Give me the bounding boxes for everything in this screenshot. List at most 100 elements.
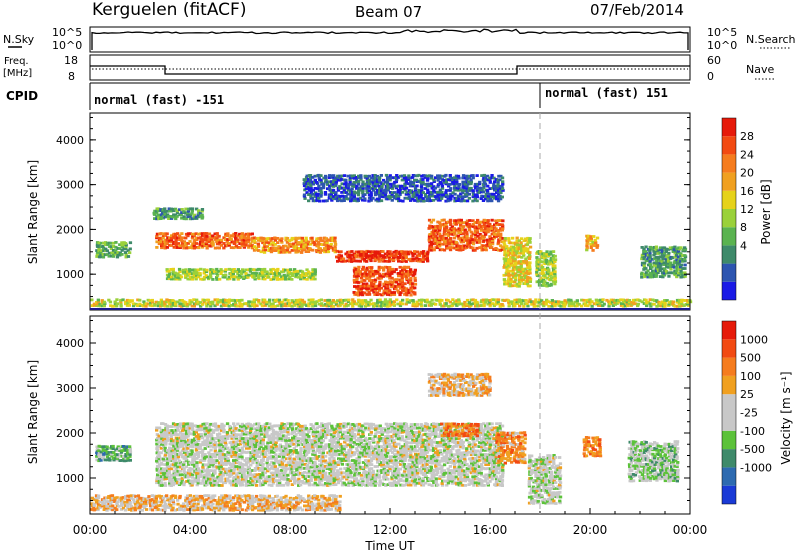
- heatmap-cell: [404, 250, 408, 254]
- heatmap-cell: [163, 463, 167, 466]
- heatmap-cell: [396, 289, 400, 293]
- heatmap-cell: [407, 189, 411, 192]
- heatmap-cell: [359, 178, 363, 181]
- heatmap-cell: [167, 300, 171, 304]
- heatmap-cell: [417, 259, 421, 263]
- heatmap-cell: [503, 280, 507, 283]
- heatmap-cell: [667, 255, 671, 259]
- heatmap-cell: [498, 178, 502, 182]
- heatmap-cell: [450, 228, 454, 232]
- heatmap-cell: [184, 428, 188, 432]
- heatmap-cell: [411, 174, 415, 177]
- heatmap-cell: [425, 300, 429, 304]
- heatmap-cell: [114, 249, 118, 252]
- heatmap-cell: [340, 174, 344, 178]
- heatmap-cell: [492, 185, 496, 188]
- heatmap-cell: [251, 448, 255, 452]
- heatmap-cell: [306, 250, 311, 253]
- heatmap-cell: [180, 216, 184, 220]
- heatmap-cell: [223, 481, 228, 485]
- heatmap-cell: [352, 185, 357, 188]
- heatmap-cell: [388, 174, 392, 177]
- heatmap-cell: [121, 298, 125, 302]
- heatmap-cell: [377, 257, 381, 261]
- heatmap-cell: [291, 237, 296, 240]
- heatmap-cell: [174, 243, 178, 247]
- heatmap-cell: [435, 246, 440, 249]
- heatmap-cell: [683, 271, 687, 275]
- heatmap-cell: [411, 181, 415, 184]
- heatmap-cell: [513, 257, 517, 261]
- heatmap-cell: [199, 426, 203, 430]
- heatmap-cell: [292, 244, 296, 248]
- heatmap-cell: [195, 457, 199, 460]
- heatmap-cell: [456, 302, 461, 306]
- heatmap-cell: [114, 250, 118, 254]
- heatmap-cell: [545, 271, 549, 275]
- heatmap-cell: [511, 269, 515, 273]
- heatmap-cell: [329, 192, 333, 196]
- heatmap-cell: [208, 480, 212, 483]
- heatmap-cell: [294, 244, 298, 248]
- heatmap-cell: [430, 174, 434, 178]
- heatmap-cell: [306, 246, 310, 250]
- heatmap-cell: [184, 211, 188, 215]
- heatmap-cell: [259, 239, 263, 243]
- heatmap-cell: [679, 246, 683, 250]
- heatmap-cell: [481, 240, 486, 243]
- heatmap-cell: [374, 269, 378, 273]
- heatmap-cell: [668, 271, 673, 275]
- heatmap-cell: [655, 259, 659, 263]
- heatmap-cell: [328, 184, 332, 188]
- heatmap-cell: [303, 180, 307, 184]
- heatmap-cell: [367, 196, 372, 200]
- heatmap-cell: [244, 232, 248, 236]
- heatmap-cell: [388, 268, 392, 272]
- heatmap-cell: [382, 291, 386, 294]
- heatmap-cell: [192, 215, 196, 218]
- heatmap-cell: [373, 187, 377, 190]
- heatmap-cell: [204, 274, 208, 277]
- heatmap-cell: [215, 267, 219, 271]
- heatmap-cell: [102, 249, 106, 253]
- heatmap-cell: [213, 461, 218, 465]
- heatmap-cell: [457, 300, 461, 304]
- heatmap-cell: [402, 256, 406, 260]
- y-tick-label: 3000: [56, 179, 84, 192]
- heatmap-cell: [256, 245, 261, 248]
- heatmap-cell: [211, 270, 215, 274]
- heatmap-cell: [186, 451, 190, 455]
- heatmap-cell: [671, 246, 675, 249]
- heatmap-cell: [586, 240, 590, 244]
- heatmap-cell: [444, 232, 448, 236]
- heatmap-cell: [178, 463, 182, 466]
- heatmap-cell: [383, 265, 388, 269]
- heatmap-cell: [169, 236, 174, 240]
- heatmap-cell: [138, 298, 142, 302]
- heatmap-cell: [385, 289, 390, 293]
- heatmap-cell: [596, 299, 601, 302]
- heatmap-cell: [128, 458, 132, 462]
- heatmap-cell: [655, 257, 659, 261]
- heatmap-cell: [463, 189, 467, 193]
- heatmap-cell: [178, 236, 182, 239]
- heatmap-cell: [236, 422, 240, 426]
- heatmap-cell: [205, 437, 210, 440]
- heatmap-cell: [484, 229, 488, 232]
- heatmap-cell: [163, 471, 168, 475]
- heatmap-cell: [162, 459, 166, 462]
- heatmap-cell: [209, 459, 213, 463]
- heatmap-cell: [235, 275, 240, 279]
- heatmap-cell: [365, 266, 369, 270]
- heatmap-cell: [517, 280, 522, 283]
- heatmap-cell: [390, 184, 394, 188]
- heatmap-cell: [488, 242, 492, 246]
- heatmap-cell: [284, 244, 288, 248]
- heatmap-cell: [508, 255, 513, 259]
- heatmap-cell: [251, 450, 255, 454]
- heatmap-cell: [590, 304, 594, 308]
- heatmap-cell: [634, 298, 638, 302]
- heatmap-cell: [626, 304, 630, 308]
- heatmap-cell: [398, 279, 403, 282]
- heatmap-cell: [255, 237, 259, 240]
